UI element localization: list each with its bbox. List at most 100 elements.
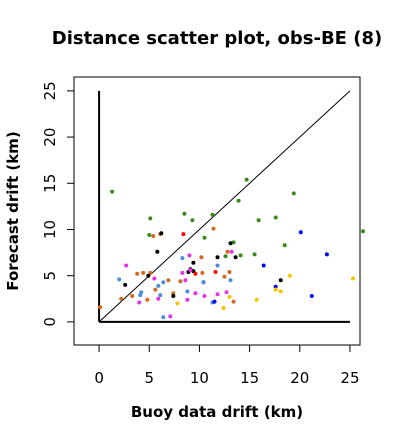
data-point xyxy=(256,218,261,223)
data-point xyxy=(135,271,140,276)
plot-frame xyxy=(73,76,361,346)
data-point xyxy=(200,270,205,275)
data-point xyxy=(222,274,227,279)
data-point xyxy=(324,252,329,257)
data-point xyxy=(193,291,198,296)
data-point xyxy=(215,292,220,297)
data-point xyxy=(287,273,292,278)
x-tick-label: 20 xyxy=(290,369,309,387)
y-tick-label: 20 xyxy=(41,128,59,147)
y-axis: 0 5 10 15 20 25 xyxy=(41,81,74,327)
data-point xyxy=(211,226,216,231)
data-point xyxy=(215,263,220,268)
data-point xyxy=(141,270,146,275)
data-point xyxy=(148,270,153,275)
data-point xyxy=(187,253,192,258)
data-point xyxy=(199,255,204,260)
data-point xyxy=(137,300,142,305)
data-point xyxy=(233,255,238,260)
data-point xyxy=(201,280,206,285)
y-tick-label: 0 xyxy=(41,317,59,327)
chart-title: Distance scatter plot, obs-BE (8) xyxy=(52,28,382,49)
data-point xyxy=(224,290,229,295)
data-point xyxy=(282,243,287,248)
y-tick-label: 25 xyxy=(41,81,59,100)
data-point xyxy=(252,252,257,257)
data-point xyxy=(181,232,186,237)
data-point xyxy=(182,211,187,216)
data-point xyxy=(151,234,156,238)
identity-line xyxy=(98,90,351,323)
data-point xyxy=(155,249,160,254)
data-point xyxy=(215,255,220,260)
data-point xyxy=(238,253,243,258)
data-point xyxy=(210,212,215,217)
data-point xyxy=(152,276,157,281)
data-point xyxy=(273,215,278,220)
data-point xyxy=(212,299,217,304)
data-point xyxy=(156,296,161,301)
x-axis: 0 5 10 15 20 25 xyxy=(94,345,360,387)
data-point xyxy=(254,297,259,302)
data-point xyxy=(278,278,283,283)
data-point xyxy=(298,230,303,235)
data-point xyxy=(227,270,232,274)
data-point xyxy=(244,177,249,182)
y-tick-label: 15 xyxy=(41,174,59,193)
data-point xyxy=(124,263,129,268)
data-point xyxy=(156,283,161,288)
data-point xyxy=(180,270,185,275)
y-tick-label: 5 xyxy=(41,271,59,281)
data-point xyxy=(228,241,233,246)
data-point xyxy=(261,263,266,268)
data-point xyxy=(117,277,122,282)
data-point xyxy=(202,235,207,240)
y-axis-title: Forecast drift (km) xyxy=(4,131,22,290)
data-point xyxy=(185,297,190,302)
data-point xyxy=(291,191,296,196)
data-point xyxy=(123,282,128,287)
data-point xyxy=(227,294,232,299)
data-point xyxy=(139,290,144,295)
drawn-axes xyxy=(98,90,350,323)
x-tick-label: 25 xyxy=(340,369,359,387)
data-point xyxy=(223,254,228,259)
data-point xyxy=(185,289,190,294)
data-point xyxy=(191,260,196,265)
data-point xyxy=(161,315,166,320)
data-point xyxy=(168,314,173,319)
data-point xyxy=(202,294,207,298)
data-point xyxy=(110,189,115,194)
data-point xyxy=(145,297,150,302)
data-point xyxy=(119,296,124,301)
data-point xyxy=(175,301,180,306)
data-point xyxy=(228,278,233,283)
data-point xyxy=(229,249,234,254)
data-point xyxy=(183,278,188,283)
data-point xyxy=(180,256,185,261)
y-tick-label: 10 xyxy=(41,220,59,239)
data-point xyxy=(225,249,230,254)
data-point xyxy=(159,231,164,236)
x-tick-label: 0 xyxy=(94,369,104,387)
data-point xyxy=(153,287,158,292)
data-point xyxy=(190,218,195,223)
data-point xyxy=(231,240,236,245)
x-tick-label: 5 xyxy=(144,369,154,387)
x-axis-title: Buoy data drift (km) xyxy=(131,403,303,421)
data-point xyxy=(278,289,283,294)
data-point xyxy=(178,279,183,284)
data-point xyxy=(171,291,176,296)
data-point xyxy=(221,306,226,310)
data-point xyxy=(166,278,171,283)
data-points xyxy=(98,177,365,320)
data-point xyxy=(188,268,193,273)
data-point xyxy=(351,276,355,281)
data-point xyxy=(147,233,152,237)
data-point xyxy=(148,216,153,221)
data-point xyxy=(146,273,151,278)
x-tick-label: 10 xyxy=(190,369,209,387)
data-point xyxy=(361,229,365,234)
data-point xyxy=(231,299,236,304)
